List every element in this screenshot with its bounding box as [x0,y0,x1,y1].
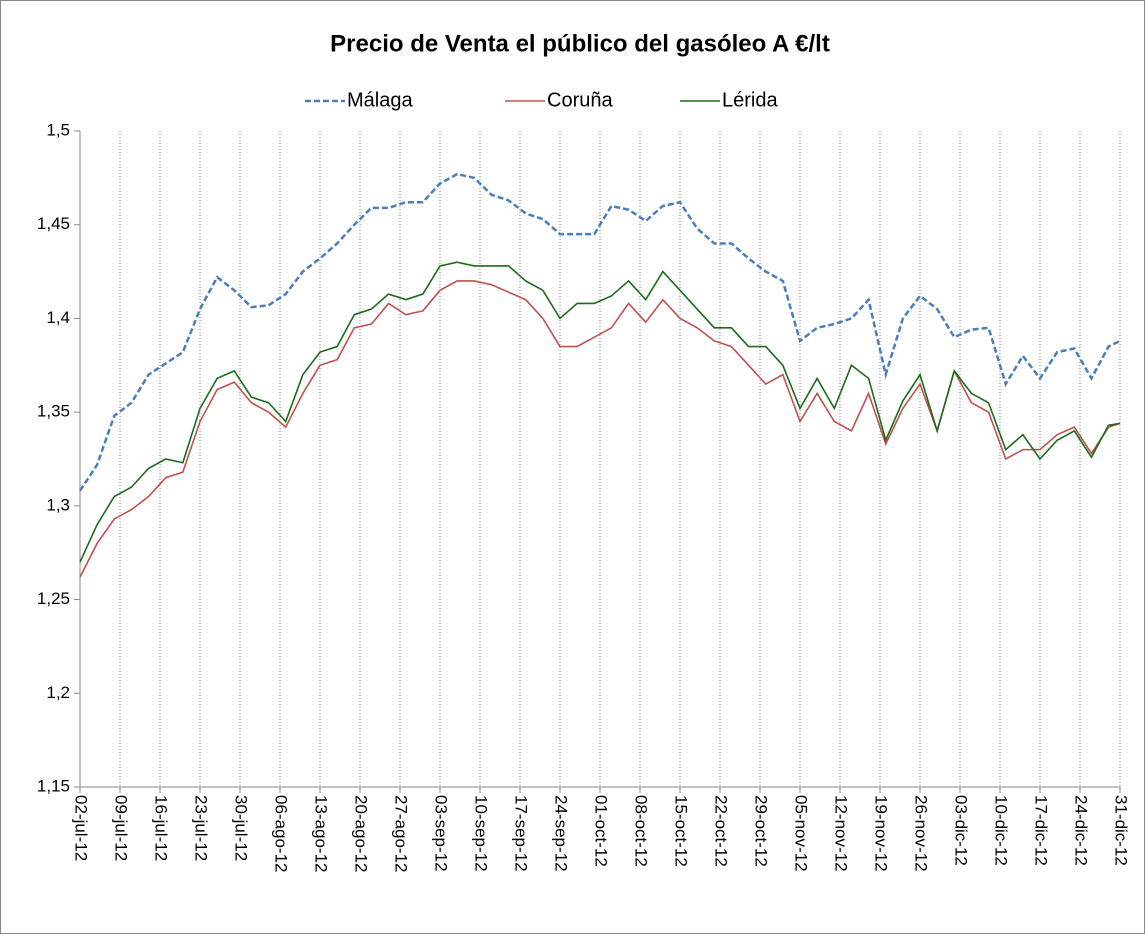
y-tick-label: 1,3 [46,495,70,514]
x-tick-label: 16-jul-12 [152,795,171,861]
x-tick-label: 06-ago-12 [272,795,291,873]
x-tick-label: 02-jul-12 [72,795,91,861]
x-tick-label: 10-dic-12 [992,795,1011,866]
legend-label: Málaga [347,89,413,111]
y-tick-label: 1,5 [46,120,70,139]
y-tick-label: 1,4 [46,308,70,327]
y-tick-label: 1,45 [37,214,70,233]
x-tick-label: 24-dic-12 [1072,795,1091,866]
x-tick-label: 17-dic-12 [1032,795,1051,866]
legend-label: Coruña [547,89,613,111]
x-tick-label: 05-nov-12 [792,795,811,872]
series-line [78,172,1121,492]
x-tick-label: 26-nov-12 [912,795,931,872]
y-tick-label: 1,15 [37,776,70,795]
x-tick-label: 01-oct-12 [592,795,611,867]
x-tick-label: 20-ago-12 [352,795,371,873]
x-tick-label: 27-ago-12 [392,795,411,873]
y-tick-label: 1,2 [46,683,70,702]
x-tick-label: 13-ago-12 [312,795,331,873]
series-line [79,261,1121,563]
x-tick-label: 22-oct-12 [712,795,731,867]
x-tick-label: 23-jul-12 [192,795,211,861]
x-tick-label: 03-sep-12 [432,795,451,872]
x-tick-label: 19-nov-12 [872,795,891,872]
x-tick-label: 24-sep-12 [552,795,571,872]
x-tick-label: 09-jul-12 [112,795,131,861]
x-tick-label: 29-oct-12 [752,795,771,867]
x-tick-label: 12-nov-12 [832,795,851,872]
chart-title: Precio de Venta el público del gasóleo A… [330,30,830,57]
legend-label: Lérida [722,89,778,111]
x-tick-label: 30-jul-12 [232,795,251,861]
x-tick-label: 31-dic-12 [1112,795,1131,866]
x-tick-label: 08-oct-12 [632,795,651,867]
x-tick-label: 03-dic-12 [952,795,971,866]
x-tick-label: 10-sep-12 [472,795,491,872]
y-tick-label: 1,25 [37,589,70,608]
x-tick-label: 15-oct-12 [672,795,691,867]
x-tick-label: 17-sep-12 [512,795,531,872]
y-tick-label: 1,35 [37,402,70,421]
